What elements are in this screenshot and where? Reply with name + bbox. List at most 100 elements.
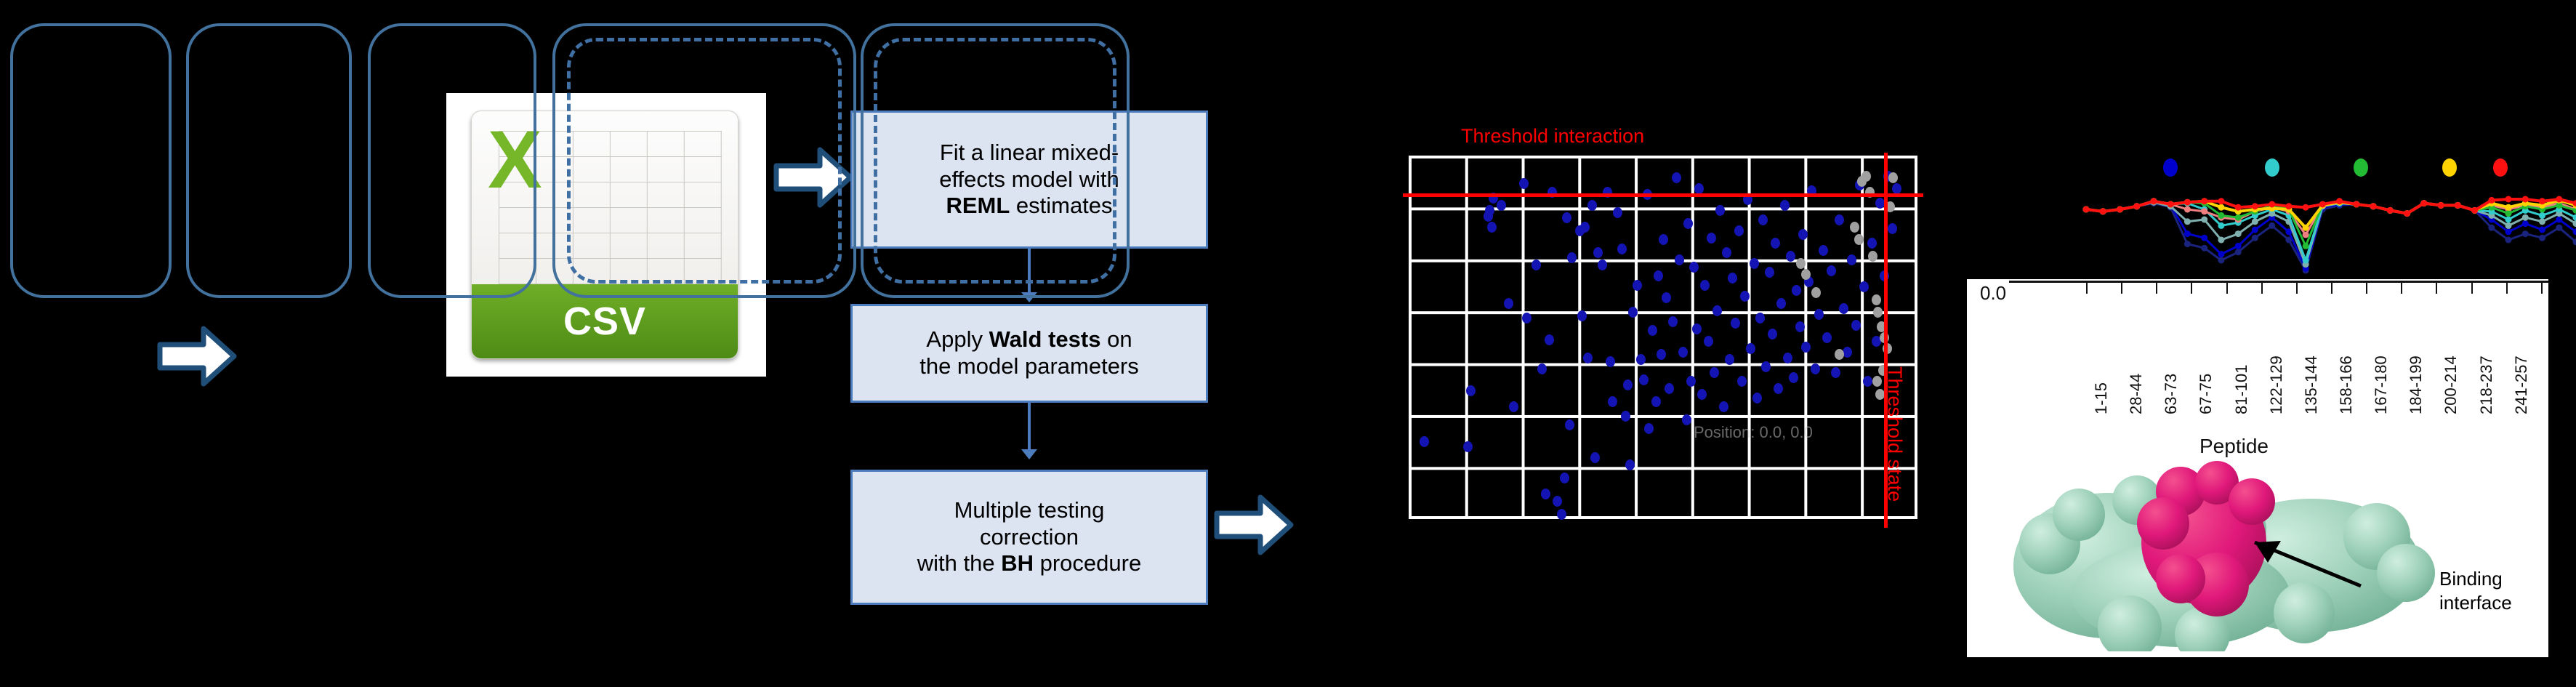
peptide-axis-tick bbox=[2226, 281, 2228, 294]
peptide-data-point bbox=[2572, 200, 2576, 207]
peptide-data-point bbox=[2150, 198, 2157, 205]
scatter-point bbox=[1782, 352, 1792, 363]
peptide-data-point bbox=[2521, 230, 2529, 238]
peptide-data-point bbox=[2167, 201, 2174, 208]
scatter-point bbox=[1749, 257, 1759, 269]
peptide-tick-label: 63-73 bbox=[2162, 373, 2181, 414]
scatter-point bbox=[1565, 419, 1575, 430]
scatter-point bbox=[1537, 363, 1547, 374]
peptide-data-point bbox=[2302, 242, 2309, 249]
y-axis-tick-label: 0.0 bbox=[1980, 282, 2007, 304]
peptide-data-point bbox=[2505, 216, 2512, 223]
peptide-data-point bbox=[2183, 241, 2191, 248]
scatter-point bbox=[1484, 205, 1494, 216]
peptide-data-point bbox=[2183, 218, 2191, 225]
results-white-card: 0.0 1-15 28-44 63-73 67-75 81-101 122-129 135-… bbox=[1967, 279, 2548, 657]
peptide-data-point bbox=[2251, 203, 2258, 210]
peptide-data-point bbox=[2183, 206, 2191, 213]
peptide-data-point bbox=[2521, 214, 2529, 221]
peptide-tick-label: 158-166 bbox=[2337, 355, 2355, 414]
peptide-line-series bbox=[2085, 200, 2576, 264]
scatter-point bbox=[1579, 221, 1590, 233]
peptide-series-layer bbox=[2082, 196, 2576, 274]
peptide-data-point bbox=[2404, 210, 2411, 217]
peptide-tick-label: 241-257 bbox=[2511, 355, 2530, 414]
peptide-data-point bbox=[2302, 231, 2309, 238]
scatter-point bbox=[1694, 183, 1704, 194]
peptide-data-point bbox=[2251, 234, 2258, 241]
binding-interface-line-2: interface bbox=[2439, 591, 2512, 614]
scatter-point bbox=[1577, 310, 1587, 321]
scatter-point bbox=[1740, 290, 1750, 302]
peptide-data-point bbox=[2319, 201, 2326, 208]
peptide-data-point bbox=[2133, 203, 2141, 210]
peptide-data-point bbox=[2285, 228, 2293, 236]
threshold-interaction-line bbox=[1403, 193, 1923, 197]
scatter-point bbox=[1888, 172, 1899, 183]
panel-input bbox=[10, 23, 172, 298]
scatter-point bbox=[1686, 376, 1696, 387]
peptide-tick-label: 1-15 bbox=[2092, 382, 2110, 414]
binding-interface-label: Binding interface bbox=[2439, 567, 2512, 614]
peptide-data-point bbox=[2556, 216, 2563, 223]
scatter-point bbox=[1712, 305, 1723, 316]
peptide-x-axis-line bbox=[2009, 281, 2548, 283]
scatter-point bbox=[1623, 379, 1633, 390]
peptide-axis-tick bbox=[2086, 281, 2088, 294]
peptide-data-point bbox=[2234, 242, 2242, 249]
wald-keyword: Wald tests bbox=[989, 326, 1101, 353]
peptide-data-point bbox=[2234, 204, 2242, 211]
fit-model-line-3: REML estimates bbox=[946, 193, 1113, 219]
peptide-data-point bbox=[2505, 196, 2512, 203]
scatter-point bbox=[1635, 354, 1646, 365]
scatter-point bbox=[1608, 395, 1617, 407]
scatter-point bbox=[1876, 321, 1886, 332]
scatter-point bbox=[1628, 307, 1638, 318]
threshold-interaction-label: Threshold interaction bbox=[1461, 125, 1645, 147]
scatter-point bbox=[1598, 260, 1607, 270]
peptide-data-point bbox=[2218, 198, 2225, 205]
fit-model-box: Fit a linear mixed- effects model with R… bbox=[850, 111, 1208, 249]
peptide-data-point bbox=[2234, 214, 2242, 221]
panel-data-file bbox=[186, 23, 352, 298]
peptide-tick-label: 67-75 bbox=[2197, 373, 2215, 414]
scatter-point bbox=[1885, 201, 1896, 212]
scatter-point bbox=[1847, 254, 1856, 265]
peptide-data-point bbox=[2505, 236, 2512, 244]
peptide-axis-tick bbox=[2471, 281, 2473, 294]
scatter-point bbox=[1583, 352, 1593, 363]
peptide-data-point bbox=[2117, 206, 2123, 213]
scatter-point bbox=[1647, 325, 1657, 336]
scatter-point bbox=[1625, 459, 1635, 470]
peptide-data-point bbox=[2572, 206, 2576, 214]
peptide-data-point bbox=[2539, 212, 2545, 219]
scatter-point bbox=[1867, 238, 1877, 249]
peptide-data-point bbox=[2285, 236, 2293, 244]
scatter-point bbox=[1639, 374, 1649, 385]
fit-model-line-1: Fit a linear mixed- bbox=[939, 140, 1119, 166]
scatter-point bbox=[1796, 257, 1806, 269]
scatter-point bbox=[1632, 279, 1642, 291]
scatter-point bbox=[1683, 217, 1693, 229]
panel-analysis bbox=[368, 23, 536, 298]
scatter-point bbox=[1789, 372, 1799, 383]
peptide-data-point bbox=[2539, 234, 2545, 241]
peptide-data-point bbox=[2201, 208, 2208, 215]
scatter-point bbox=[1761, 361, 1771, 372]
peptide-data-point bbox=[2269, 222, 2276, 229]
peptide-axis-tick bbox=[2191, 281, 2193, 294]
legend-dot-1 bbox=[2163, 158, 2178, 177]
scatter-point bbox=[1818, 245, 1828, 256]
scatter-point bbox=[1667, 316, 1678, 327]
peptide-axis-title: Peptide bbox=[2199, 435, 2269, 457]
peptide-line-chart bbox=[1963, 73, 2576, 291]
connector-fit-to-wald bbox=[1028, 249, 1031, 297]
peptide-data-point bbox=[2505, 210, 2512, 217]
arrow-input-to-data bbox=[157, 326, 237, 387]
bh-line-3: with the BH procedure bbox=[917, 550, 1142, 576]
peptide-data-point bbox=[2539, 198, 2545, 205]
scatter-point bbox=[1718, 401, 1728, 412]
peptide-data-point bbox=[2386, 206, 2394, 214]
scatter-point bbox=[1675, 254, 1685, 265]
scatter-point bbox=[1503, 297, 1513, 309]
